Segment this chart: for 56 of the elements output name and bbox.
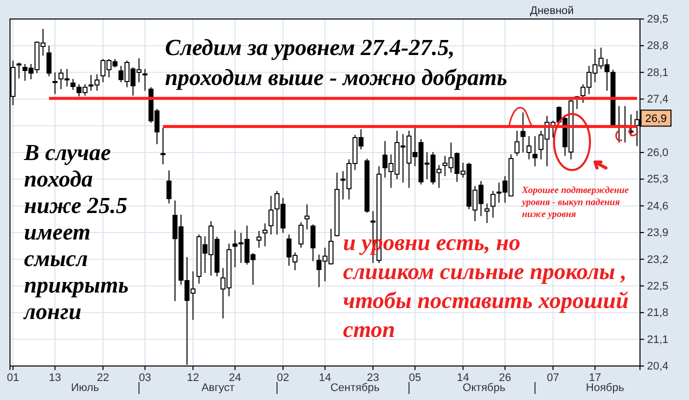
candlestick <box>520 112 526 153</box>
annotation: 26,9 <box>645 113 667 126</box>
candlestick <box>484 203 490 224</box>
y-tick-label: 27,4 <box>647 94 668 106</box>
candlestick <box>532 136 538 167</box>
x-tick-label: 14 <box>456 372 470 384</box>
text: Июль <box>70 382 100 394</box>
candlestick <box>298 222 304 248</box>
annotation: В случае похода ниже 25.5 имеет смысл прикрыть лонги <box>23 140 129 324</box>
annotation: Следим за уровнем 27.4-27.5, проходим выше - можно добрать <box>165 35 508 90</box>
y-tick-label: 23,2 <box>647 254 668 266</box>
candlestick <box>142 68 148 92</box>
y-tick-label: 25,3 <box>647 174 668 186</box>
y-tick-label: 28,1 <box>647 66 668 79</box>
candlestick <box>262 222 268 247</box>
y-tick-label: 22,5 <box>647 280 668 292</box>
y-tick-label: 26,0 <box>647 146 668 159</box>
candlestick <box>166 170 172 204</box>
candlestick <box>490 190 496 218</box>
x-tick-label: 07 <box>546 372 560 384</box>
y-tick-label: 28,8 <box>647 40 668 52</box>
candlestick <box>70 78 76 90</box>
y-tick-label: 23,9 <box>647 227 668 240</box>
candlestick <box>52 72 58 95</box>
text: Октябрь <box>462 382 506 394</box>
y-tick-label: 24,6 <box>647 200 668 212</box>
x-tick-label: 12 <box>186 372 200 384</box>
chart-title: Дневной <box>530 5 574 17</box>
text: Август <box>201 382 235 394</box>
x-tick-label: 13 <box>48 372 62 384</box>
y-tick-label: 29,5 <box>647 14 668 26</box>
y-tick-label: 20,4 <box>647 360 668 373</box>
x-tick-label: 23 <box>366 372 380 384</box>
candlestick <box>304 204 310 230</box>
candlestick <box>268 195 274 235</box>
x-tick-label: 14 <box>318 372 332 384</box>
x-tick-label: 24 <box>228 372 242 384</box>
annotation: Хорошее подтверждение уровня - выкуп падения ниже уровня <box>521 186 630 220</box>
candlestick <box>160 127 166 165</box>
x-tick-label: 03 <box>138 372 152 384</box>
x-tick-label: 26 <box>498 372 512 384</box>
candlestick <box>514 130 520 156</box>
text: Ноябрь <box>586 382 624 394</box>
candlestick <box>16 62 22 79</box>
candlestick <box>46 45 52 77</box>
candlestick <box>256 230 262 248</box>
x-tick-label: 22 <box>96 372 110 384</box>
x-tick-label: 17 <box>588 372 602 384</box>
text: Сентябрь <box>330 382 380 394</box>
x-tick-label: 02 <box>276 372 290 384</box>
candlestick <box>526 136 532 160</box>
y-tick-label: 21,1 <box>647 334 668 346</box>
x-tick-label: 01 <box>6 372 20 384</box>
x-tick-label: 05 <box>408 372 422 384</box>
y-tick-label: 21,8 <box>647 307 668 320</box>
candlestick <box>310 224 316 262</box>
